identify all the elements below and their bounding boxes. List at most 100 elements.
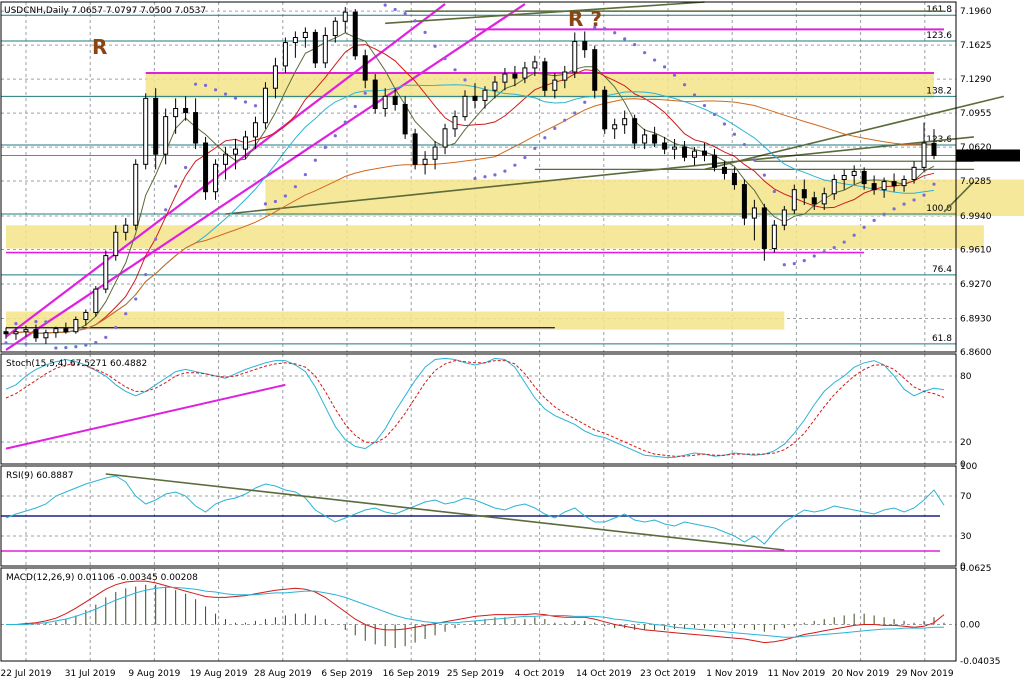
y-tick-label: 0 — [960, 562, 966, 572]
y-tick-label: 6.8600 — [960, 348, 992, 358]
candle — [901, 175, 907, 192]
candle — [203, 136, 209, 200]
sar-dot — [513, 163, 517, 167]
ma-50 — [5, 98, 935, 335]
chart-header: USDCNH,Daily 7.0657 7.0797 7.0500 7.0537 — [4, 6, 206, 16]
candle — [632, 114, 638, 150]
sar-dot — [293, 185, 297, 189]
candle — [272, 57, 278, 99]
candle-body — [612, 124, 618, 130]
trendline — [225, 136, 974, 215]
sar-dot — [762, 173, 766, 177]
x-tick-label: 6 Sep 2019 — [321, 669, 373, 679]
sar-dot — [892, 207, 896, 211]
candle — [831, 174, 837, 200]
sar-dot — [712, 112, 717, 117]
candle — [891, 173, 897, 192]
candle-body — [741, 184, 747, 219]
sar-dot — [662, 65, 667, 69]
candle-body — [592, 49, 598, 91]
candle — [811, 191, 817, 210]
sar-dot — [672, 73, 677, 77]
sar-dot — [403, 11, 407, 16]
sar-dot — [822, 250, 826, 254]
candle — [43, 329, 49, 344]
trendline — [385, 1, 705, 25]
candle — [612, 118, 618, 139]
sar-dot — [792, 262, 796, 266]
sar-dot — [563, 118, 567, 122]
candle — [143, 93, 149, 170]
candle-body — [931, 142, 937, 156]
sar-dot — [74, 345, 78, 349]
candle-body — [342, 11, 348, 22]
sar-dot — [343, 120, 347, 124]
candle-body — [642, 134, 648, 144]
panel-frame-3 — [0, 567, 957, 662]
sar-dot — [872, 218, 876, 222]
candle-body — [652, 134, 658, 144]
candle — [252, 116, 258, 150]
candle-body — [173, 108, 179, 118]
sar-dot — [223, 92, 228, 96]
rsi-title: RSI(9) 60.8887 — [6, 471, 73, 481]
sar-dot — [633, 43, 637, 47]
y-tick-label: 7.0955 — [960, 109, 992, 119]
candle — [223, 147, 229, 180]
panel-frame-2 — [0, 465, 957, 567]
sar-dot — [543, 136, 547, 140]
candle — [392, 88, 398, 111]
candle — [851, 165, 857, 185]
candle-body — [871, 183, 877, 191]
candle — [592, 45, 598, 99]
candle-body — [751, 207, 757, 219]
candle-body — [602, 89, 608, 130]
sar-dot — [423, 30, 427, 35]
sar-dot — [483, 175, 487, 179]
sar-dot — [84, 343, 88, 347]
candle — [362, 49, 368, 89]
trendline — [943, 181, 975, 213]
stoch-trendline — [5, 383, 286, 450]
candle — [33, 324, 39, 342]
candle-body — [63, 328, 69, 333]
candle-body — [811, 197, 817, 205]
candle-body — [332, 20, 338, 36]
sar-dot — [413, 19, 417, 23]
sar-dot — [702, 103, 707, 108]
candle-body — [731, 172, 737, 186]
candle-body — [242, 136, 248, 150]
candle-body — [163, 116, 169, 155]
panel-frames — [0, 1, 957, 662]
candle-body — [123, 224, 129, 233]
sar-dot — [463, 78, 467, 82]
candle-body — [233, 148, 239, 155]
indicators — [1, 357, 945, 649]
x-tick-label: 11 Nov 2019 — [768, 669, 826, 679]
current-price-box — [956, 149, 1020, 162]
sar-dot — [922, 193, 926, 197]
x-tick-label: 14 Oct 2019 — [576, 669, 632, 679]
candle-body — [262, 87, 268, 124]
candle — [682, 140, 688, 162]
y-tick-label: 30 — [960, 532, 972, 542]
candle — [103, 250, 109, 294]
candle-body — [382, 95, 388, 110]
sar-dot — [772, 189, 776, 194]
candle — [731, 167, 737, 190]
candle — [821, 187, 827, 210]
candle — [931, 129, 937, 160]
candle — [721, 161, 727, 180]
candle — [662, 136, 668, 155]
candle-body — [841, 174, 847, 181]
candle-body — [193, 112, 199, 144]
candle — [741, 179, 747, 226]
yellow-zone — [6, 225, 984, 249]
candle-body — [3, 331, 9, 335]
sar-dot — [832, 246, 836, 250]
candle-body — [692, 150, 698, 158]
candle-body — [462, 95, 468, 118]
sar-dot — [114, 325, 118, 330]
